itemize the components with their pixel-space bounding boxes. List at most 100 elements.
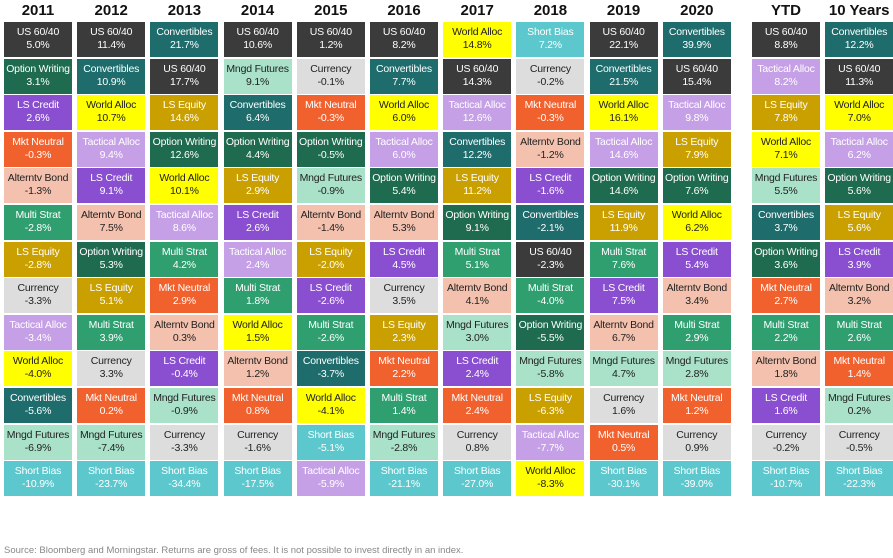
- quilt-cell: US 60/40 8.8%: [752, 22, 820, 57]
- quilt-cell: Mkt Neutral 1.4%: [825, 351, 893, 387]
- quilt-cell: Short Bias -30.1%: [589, 461, 658, 497]
- quilt-cell: Multi Strat 1.4%: [370, 388, 438, 423]
- cell-asset-label: Short Bias: [600, 465, 647, 478]
- column-header: 2016: [387, 2, 421, 19]
- cell-asset-label: LS Equity: [382, 318, 426, 331]
- cell-return-value: 1.2%: [685, 405, 709, 417]
- cell-return-value: 3.2%: [847, 295, 871, 308]
- quilt-cell: Mngd Futures -7.4%: [77, 424, 146, 460]
- cell-asset-label: Currency: [310, 62, 352, 75]
- cell-asset-label: Option Writing: [79, 245, 143, 258]
- cell-asset-label: US 60/40: [16, 26, 60, 38]
- cell-return-value: -1.6%: [537, 185, 564, 198]
- cell-asset-label: Alterntv Bond: [300, 209, 362, 221]
- cell-asset-label: Mngd Futures: [445, 318, 509, 331]
- cell-asset-label: US 60/40: [382, 26, 426, 38]
- quilt-cell: Short Bias -23.7%: [77, 461, 146, 497]
- column-header: 2018: [533, 2, 568, 19]
- cell-return-value: 1.4%: [847, 368, 871, 381]
- cell-asset-label: Mngd Futures: [372, 428, 436, 441]
- quilt-cell: Multi Strat 4.2%: [150, 241, 219, 277]
- cell-return-value: 10.1%: [170, 185, 199, 198]
- quilt-cell: LS Equity -2.8%: [4, 241, 72, 277]
- cell-asset-label: Tactical Alloc: [302, 465, 360, 478]
- cell-return-value: 12.2%: [462, 148, 492, 161]
- column-header: 2014: [240, 2, 275, 19]
- cell-return-value: -1.6%: [244, 441, 271, 454]
- cell-asset-label: Convertibles: [668, 26, 725, 38]
- cell-asset-label: Mngd Futures: [153, 392, 216, 404]
- cell-asset-label: LS Credit: [675, 245, 718, 258]
- cell-return-value: 6.7%: [612, 331, 636, 344]
- cell-return-value: 12.6%: [170, 148, 199, 161]
- cell-return-value: 14.6%: [170, 112, 199, 125]
- cell-asset-label: Mngd Futures: [827, 392, 891, 404]
- cell-asset-label: Mkt Neutral: [597, 428, 650, 441]
- cell-return-value: 14.6%: [609, 185, 638, 198]
- cell-asset-label: Short Bias: [673, 465, 721, 478]
- quilt-cell: Mkt Neutral -0.3%: [4, 131, 72, 167]
- cell-return-value: 9.4%: [99, 148, 123, 161]
- cell-return-value: 5.1%: [99, 295, 123, 308]
- cell-asset-label: Currency: [838, 428, 880, 441]
- quilt-cell: Convertibles -2.1%: [516, 205, 585, 240]
- cell-return-value: -10.7%: [769, 478, 803, 491]
- cell-return-value: -0.9%: [317, 185, 345, 198]
- quilt-cell: Mngd Futures -0.9%: [296, 168, 365, 204]
- quilt-cell: Alterntv Bond -1.3%: [4, 168, 72, 204]
- cell-asset-label: Tactical Alloc: [521, 428, 580, 441]
- quilt-cell: Mkt Neutral -0.3%: [296, 95, 365, 131]
- cell-return-value: -27.0%: [461, 478, 494, 491]
- quilt-cell: US 60/40 22.1%: [589, 22, 658, 57]
- cell-asset-label: Multi Strat: [763, 318, 809, 331]
- cell-asset-label: LS Equity: [602, 209, 646, 221]
- quilt-cell: Mkt Neutral -0.3%: [516, 95, 585, 131]
- cell-asset-label: Short Bias: [161, 465, 208, 478]
- cell-return-value: -5.5%: [537, 331, 564, 344]
- cell-return-value: 2.4%: [465, 368, 489, 381]
- column-header: 2017: [460, 2, 494, 19]
- cell-asset-label: Mngd Futures: [299, 172, 363, 185]
- cell-return-value: -7.4%: [97, 441, 125, 454]
- cell-asset-label: Alterntv Bond: [80, 209, 142, 221]
- quilt-cell: Convertibles 7.7%: [370, 58, 438, 94]
- cell-asset-label: Alterntv Bond: [828, 282, 890, 295]
- cell-return-value: 2.8%: [685, 368, 709, 381]
- cell-return-value: 3.5%: [392, 295, 416, 308]
- cell-return-value: 14.6%: [609, 148, 638, 161]
- quilt-cell: Mkt Neutral 2.7%: [752, 278, 820, 314]
- quilt-cell: Tactical Alloc 6.0%: [370, 131, 438, 167]
- quilt-cell: Alterntv Bond 5.3%: [370, 205, 438, 240]
- quilt-cell: Currency -0.2%: [752, 424, 820, 460]
- quilt-cell: Option Writing 5.3%: [77, 241, 146, 277]
- cell-asset-label: LS Credit: [236, 209, 279, 221]
- cell-asset-label: LS Credit: [838, 245, 881, 258]
- quilt-cell: World Alloc -4.0%: [4, 351, 72, 387]
- cell-asset-label: Option Writing: [665, 172, 729, 185]
- quilt-cell: Option Writing 9.1%: [443, 205, 512, 240]
- cell-return-value: -0.3%: [537, 112, 564, 125]
- cell-return-value: -0.1%: [317, 75, 345, 88]
- quilt-cell: Mngd Futures -2.8%: [370, 424, 438, 460]
- quilt-cell: Multi Strat 2.9%: [662, 314, 731, 350]
- cell-return-value: 8.2%: [392, 39, 416, 51]
- quilt-cell: Mngd Futures -0.9%: [150, 388, 219, 423]
- cell-return-value: 7.9%: [685, 148, 709, 161]
- quilt-cell: Tactical Alloc 9.8%: [662, 95, 731, 131]
- cell-return-value: -0.5%: [317, 148, 345, 161]
- cell-asset-label: Currency: [17, 282, 59, 295]
- cell-asset-label: Convertibles: [758, 209, 814, 221]
- quilt-cell: Currency -3.3%: [150, 424, 219, 460]
- cell-asset-label: Mngd Futures: [754, 172, 818, 185]
- quilt-cell: LS Equity 7.8%: [752, 95, 820, 131]
- cell-asset-label: Currency: [237, 428, 279, 441]
- cell-return-value: -3.3%: [24, 295, 52, 308]
- cell-asset-label: World Alloc: [12, 355, 64, 368]
- quilt-cell: Currency -1.6%: [223, 424, 292, 460]
- quilt-cell: LS Credit 4.5%: [370, 241, 438, 277]
- cell-return-value: 22.1%: [609, 39, 638, 51]
- cell-asset-label: Tactical Alloc: [228, 245, 287, 258]
- cell-asset-label: Option Writing: [372, 172, 436, 185]
- cell-return-value: -6.9%: [24, 441, 52, 454]
- quilt-cell: Multi Strat -4.0%: [516, 278, 585, 314]
